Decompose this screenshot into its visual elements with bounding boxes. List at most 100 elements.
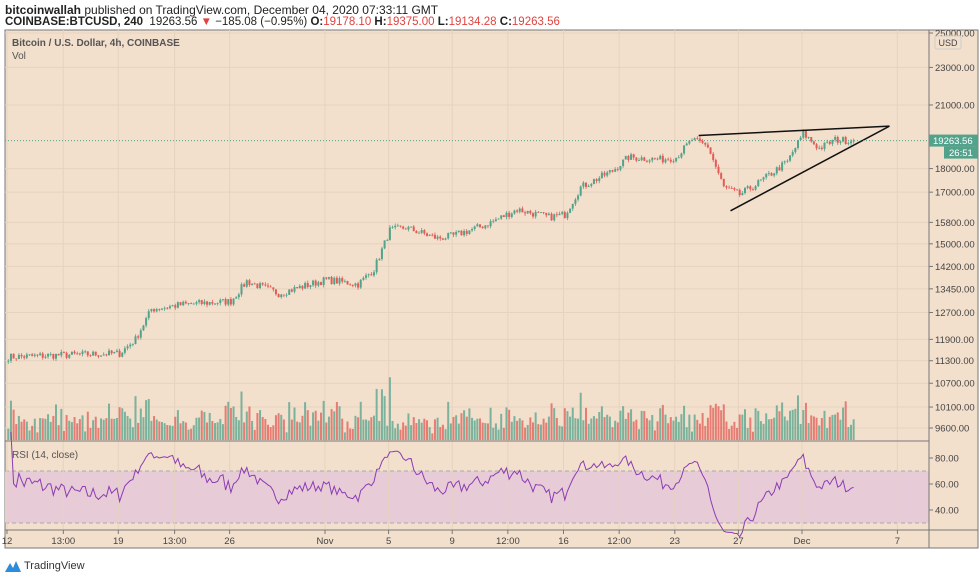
volume-bar — [293, 407, 296, 440]
volume-bar — [778, 411, 781, 440]
candle — [836, 136, 839, 143]
candle — [834, 136, 837, 140]
candle — [820, 147, 823, 149]
volume-bar — [84, 431, 87, 440]
volume-bar — [272, 425, 275, 440]
volume-bar — [738, 414, 741, 440]
candle — [139, 330, 142, 338]
candle — [338, 278, 341, 284]
volume-bar — [335, 402, 338, 440]
candle — [545, 212, 548, 216]
volume-bar — [486, 423, 489, 440]
candle — [418, 232, 421, 234]
volume-bar — [100, 418, 103, 440]
candle — [7, 360, 10, 362]
candle — [346, 281, 349, 285]
volume-bar — [709, 405, 712, 440]
volume-bar — [569, 416, 572, 440]
candle — [638, 160, 640, 161]
volume-bar — [426, 420, 428, 440]
candle — [804, 130, 807, 138]
candle — [492, 220, 495, 222]
volume-bar — [420, 422, 423, 440]
volume-bar — [746, 428, 749, 440]
candle — [529, 210, 532, 214]
volume-bar — [396, 423, 399, 440]
time-axis[interactable]: 12 13:00 19 13:00 26 Nov 5 9 12:00 16 12:00 23 27 Dec… — [2, 530, 900, 547]
footer-brand[interactable]: TradingView — [5, 560, 85, 572]
candle — [516, 210, 519, 212]
volume-bar — [52, 415, 55, 440]
volume-bar — [489, 407, 492, 440]
volume-bar — [505, 407, 508, 440]
x-tick-label: 13:00 — [163, 536, 187, 547]
volume-bar — [25, 421, 28, 440]
volume-bar — [539, 424, 542, 440]
volume-bar — [534, 412, 537, 440]
volume-bar — [608, 416, 611, 440]
candle — [688, 140, 691, 144]
volume-bar — [614, 420, 617, 440]
candle — [28, 354, 31, 356]
candle — [645, 160, 648, 162]
candle — [722, 178, 725, 187]
candle — [585, 182, 587, 187]
volume-bar — [7, 428, 10, 440]
candle — [473, 226, 476, 230]
candle — [592, 179, 595, 185]
candle — [717, 166, 720, 174]
candle — [701, 140, 704, 143]
candle — [693, 138, 696, 141]
volume-bar — [831, 414, 834, 440]
volume-bar — [799, 423, 802, 440]
candle — [744, 187, 746, 194]
volume-bar — [826, 428, 829, 440]
volume-bar — [388, 377, 391, 440]
volume-bar — [380, 389, 383, 440]
candle — [667, 159, 670, 161]
currency-box[interactable] — [934, 35, 962, 50]
y-tick-label: 10100.00 — [935, 403, 975, 414]
volume-bar — [365, 419, 368, 440]
volume-bar — [714, 403, 717, 440]
rsi-band — [5, 471, 929, 523]
candle — [757, 180, 760, 187]
upper-trendline[interactable] — [698, 125, 890, 137]
volume-bar — [577, 418, 580, 440]
volume-bar — [812, 416, 815, 440]
candle — [767, 173, 770, 174]
candle — [298, 285, 301, 289]
candle — [182, 301, 185, 306]
volume-bar — [44, 418, 47, 440]
candle — [611, 170, 614, 172]
candle — [70, 351, 73, 355]
rsi-tick-label: 80.00 — [935, 454, 959, 465]
volume-bar — [224, 405, 227, 440]
volume-bar — [367, 420, 370, 440]
volume-bar — [404, 425, 407, 440]
volume-bar — [775, 405, 778, 440]
candle — [614, 169, 617, 172]
volume-bar — [261, 417, 264, 440]
volume-bar — [33, 418, 36, 440]
volume-bar — [542, 418, 545, 440]
volume-bar — [108, 403, 110, 440]
candle — [420, 230, 423, 233]
candle — [455, 231, 458, 235]
volume-bar — [73, 417, 76, 440]
volume-bar — [598, 412, 601, 440]
publisher-name[interactable]: bitcoinwallah — [5, 3, 82, 17]
x-tick-label: Nov — [317, 536, 334, 547]
volume-bar — [81, 415, 84, 440]
volume-bar — [439, 427, 442, 440]
volume-bar — [630, 409, 633, 440]
candle — [444, 238, 447, 240]
candle — [388, 227, 391, 241]
volume-bar — [166, 425, 169, 440]
price-axis[interactable]: 25000.00 23000.00 21000.00 18000.00 17000.00… — [929, 29, 975, 517]
volume-bar — [696, 419, 699, 440]
volume-bar — [622, 406, 625, 440]
y-tick-label: 18000.00 — [935, 164, 975, 175]
volume-bar — [39, 418, 42, 440]
